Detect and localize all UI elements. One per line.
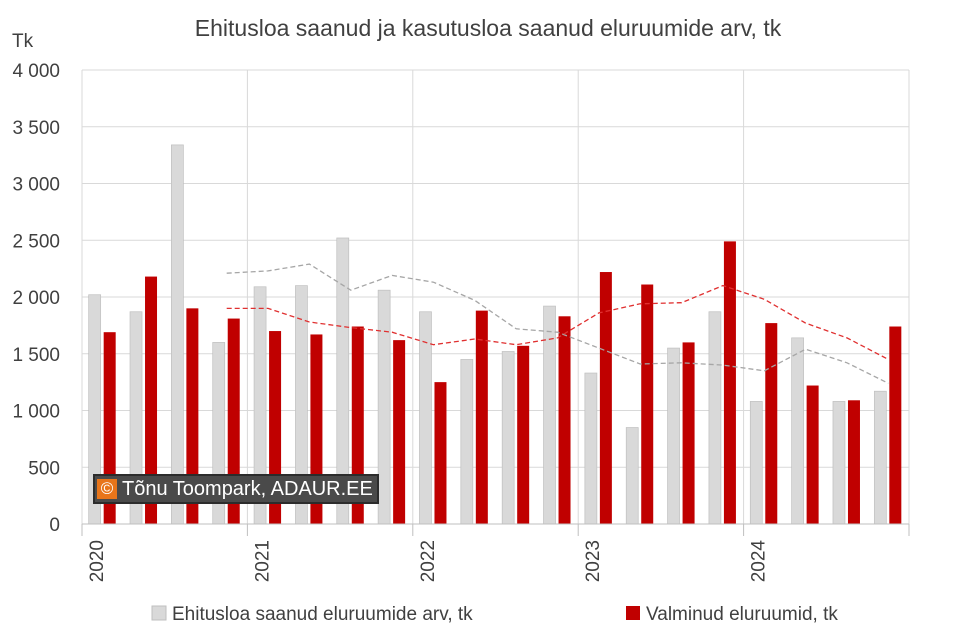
x-year-label: 2022 xyxy=(418,540,439,582)
y-tick-label: 2 500 xyxy=(12,231,60,252)
chart-title: Ehitusloa saanud ja kasutusloa saanud el… xyxy=(195,15,782,41)
axes: 0 500 1 000 1 500 2 000 2 500 3 000 3 500 4 000 2… xyxy=(12,61,910,583)
watermark-text: Tõnu Toompark, ADAUR.EE xyxy=(122,478,373,500)
bar-completed xyxy=(599,272,612,524)
bar-permits xyxy=(501,351,515,525)
x-year-label: 2021 xyxy=(252,540,273,582)
trendlines xyxy=(226,263,889,384)
y-tick-label: 2 000 xyxy=(12,288,60,309)
y-axis-label: Tk xyxy=(12,31,34,52)
bar-completed xyxy=(723,241,736,524)
y-tick-label: 1 000 xyxy=(12,402,60,423)
x-year-label: 2023 xyxy=(583,540,604,582)
bar-permits xyxy=(419,311,432,525)
bar-permits xyxy=(791,337,804,525)
y-tick-label: 1 500 xyxy=(12,345,60,366)
bar-completed xyxy=(145,276,158,524)
bar-completed xyxy=(847,400,860,524)
bar-completed xyxy=(682,342,695,524)
bar-completed xyxy=(889,326,902,524)
bar-permits xyxy=(832,401,846,525)
legend: Ehitusloa saanud eluruumide arv, tk Valm… xyxy=(151,604,838,625)
x-year-label: 2020 xyxy=(87,540,108,582)
bar-permits xyxy=(171,144,184,525)
bar-completed xyxy=(393,340,406,524)
bar-completed xyxy=(475,310,488,524)
bar-completed xyxy=(434,382,447,524)
y-tick-label: 3 500 xyxy=(12,118,60,139)
y-tick-label: 4 000 xyxy=(12,61,60,82)
bar-permits xyxy=(873,390,887,525)
bar-permits xyxy=(667,347,680,525)
watermark: © Tõnu Toompark, ADAUR.EE xyxy=(93,474,379,504)
bar-completed xyxy=(806,385,819,524)
y-tick-label: 0 xyxy=(49,515,60,536)
y-tick-label: 500 xyxy=(28,458,60,479)
legend-swatch-completed xyxy=(626,606,640,620)
trendline-completed xyxy=(226,284,889,360)
bar-permits xyxy=(377,289,391,525)
trendline-permits xyxy=(226,263,889,384)
grid xyxy=(81,69,910,524)
legend-label-permits: Ehitusloa saanud eluruumide arv, tk xyxy=(172,604,473,625)
bar-permits xyxy=(584,372,598,525)
bar-completed xyxy=(186,308,199,524)
legend-label-completed: Valminud eluruumid, tk xyxy=(646,604,838,625)
bar-completed xyxy=(227,318,240,524)
bar-completed xyxy=(558,316,571,524)
bar-completed xyxy=(641,284,654,524)
bar-permits xyxy=(460,359,474,525)
bar-permits xyxy=(708,311,722,525)
bar-completed xyxy=(765,323,778,524)
y-tick-label: 3 000 xyxy=(12,175,60,196)
legend-swatch-permits xyxy=(151,605,167,621)
copyright-icon: © xyxy=(97,479,117,499)
bar-permits xyxy=(625,427,639,525)
bar-completed xyxy=(517,345,530,524)
bar-permits xyxy=(749,401,763,525)
x-year-label: 2024 xyxy=(749,540,770,583)
